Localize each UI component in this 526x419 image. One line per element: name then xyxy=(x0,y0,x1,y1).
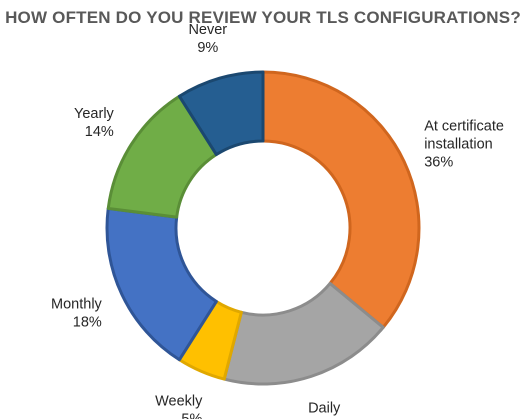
slice-name-at-certificate-installation: At certificate xyxy=(424,119,504,135)
slice-name-never: Never xyxy=(188,22,227,38)
slice-never xyxy=(177,70,265,157)
slice-name-monthly: Monthly xyxy=(51,296,103,312)
slice-label-never: Never 9% xyxy=(188,22,227,56)
slice-value-weekly: 5% xyxy=(181,412,202,419)
slice-name-weekly: Weekly xyxy=(155,394,203,410)
slice-label-weekly: Weekly 5% xyxy=(155,394,203,419)
slice-name-yearly: Yearly xyxy=(74,106,115,122)
slice-label-yearly: Yearly 14% xyxy=(74,106,115,140)
slice-name-daily: Daily xyxy=(308,400,341,416)
chart-title: HOW OFTEN DO YOU REVIEW YOUR TLS CONFIGU… xyxy=(5,8,521,27)
slice-name-at-certificate-installation: installation xyxy=(424,137,493,153)
slice-label-daily: Daily18% xyxy=(308,400,341,419)
slices-layer xyxy=(105,70,421,386)
slice-value-at-certificate-installation: 36% xyxy=(424,155,453,171)
slice-at-certificate-installation xyxy=(261,70,421,329)
slice-value-monthly: 18% xyxy=(73,314,102,330)
slice-label-at-certificate-installation: At certificate installation 36% xyxy=(424,119,504,171)
slice-value-yearly: 14% xyxy=(85,124,114,140)
slice-value-never: 9% xyxy=(197,40,218,56)
labels-layer: At certificateinstallation36%Daily18%Wee… xyxy=(51,22,504,419)
slice-label-monthly: Monthly 18% xyxy=(51,296,103,330)
